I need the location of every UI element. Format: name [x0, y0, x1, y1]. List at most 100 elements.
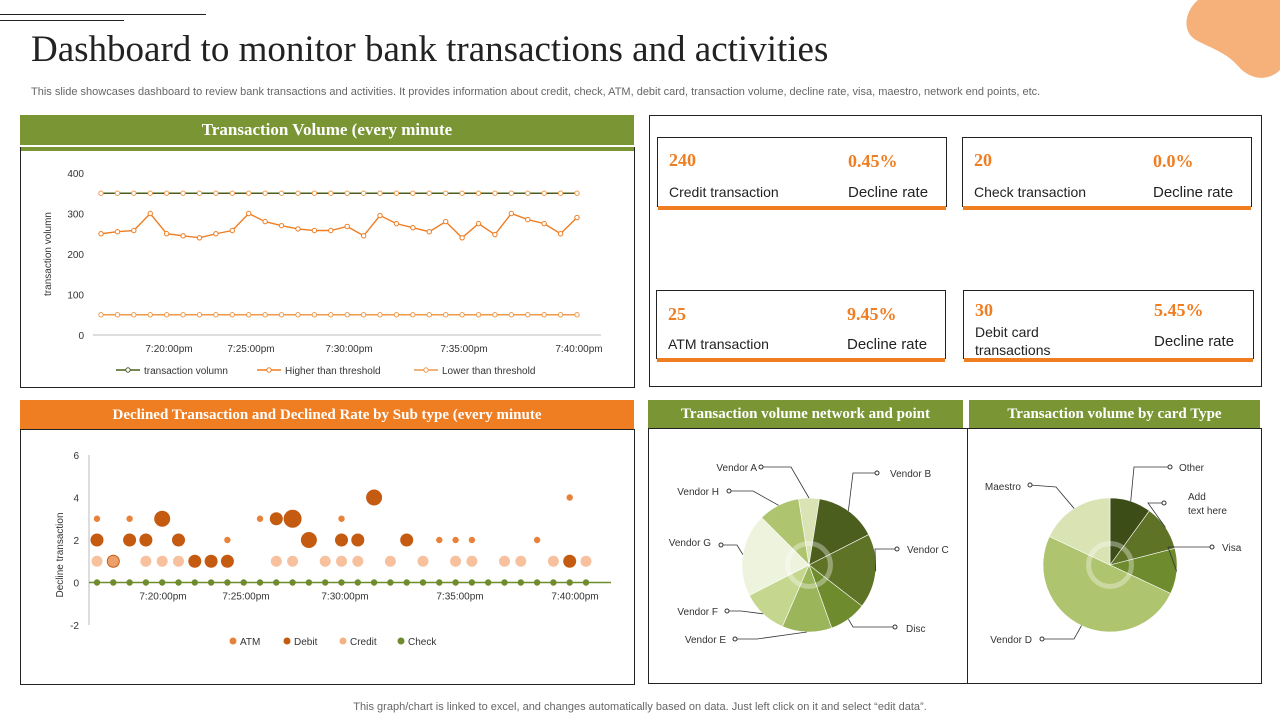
- data-point: [213, 312, 219, 318]
- data-point: [459, 235, 465, 241]
- pie-label: Vendor C: [907, 545, 949, 556]
- data-point-check: [191, 579, 198, 586]
- y-tick-label: 4: [73, 494, 79, 505]
- kpi-rate: 9.45%: [847, 304, 897, 324]
- network-pie-chart[interactable]: Vendor A Vendor B Vendor C Disc Vendor E Vend…: [649, 429, 967, 683]
- pie-slice-vendor-g: [741, 517, 810, 596]
- data-point: [114, 190, 121, 196]
- pie-label: Vendor F: [677, 607, 718, 618]
- data-point-atm: [452, 536, 459, 544]
- data-point: [574, 190, 580, 196]
- decorative-blob: [1186, 0, 1280, 78]
- y-tick-label: 0: [78, 331, 84, 342]
- x-tick-label: 7:20:00pm: [139, 592, 186, 603]
- data-point: [525, 216, 531, 223]
- data-point-credit: [417, 555, 429, 567]
- data-point: [459, 190, 465, 196]
- data-point-atm: [338, 515, 345, 522]
- declined-transaction-scatter-chart[interactable]: -2 0 2 4 6 7:20:00pm 7:25:00pm 7:30:00pm 7:35:00…: [21, 430, 634, 684]
- data-point: [98, 312, 104, 318]
- y-tick-label: 6: [73, 451, 79, 462]
- data-point: [508, 210, 515, 217]
- data-point-check: [240, 579, 247, 586]
- data-point-check: [468, 579, 476, 586]
- y-tick-label: 100: [67, 291, 84, 302]
- data-point: [492, 190, 498, 196]
- data-point: [393, 190, 400, 196]
- pie-label: Vendor G: [669, 538, 711, 549]
- card-panel-header: Transaction volume by card Type: [969, 400, 1260, 428]
- data-point: [262, 190, 268, 196]
- data-point: [278, 222, 285, 229]
- leader-dot: [726, 488, 732, 494]
- card-type-pie-chart[interactable]: Other Add text here Visa Vendor D Maestro: [968, 429, 1262, 683]
- pie-charts-panel: Vendor A Vendor B Vendor C Disc Vendor E Vend…: [648, 428, 1262, 684]
- data-point: [377, 212, 383, 219]
- network-panel-header: Transaction volume network and point: [648, 400, 963, 428]
- data-point-check: [256, 579, 264, 586]
- data-point-credit: [580, 555, 592, 567]
- data-point-credit: [156, 555, 168, 567]
- declined-chart-panel[interactable]: -2 0 2 4 6 7:20:00pm 7:25:00pm 7:30:00pm 7:35:00…: [20, 429, 635, 685]
- data-point: [147, 190, 153, 196]
- data-point: [229, 190, 236, 196]
- data-point: [508, 312, 515, 318]
- data-point: [311, 312, 318, 318]
- leader-line: [1147, 502, 1166, 528]
- data-point: [328, 312, 334, 318]
- data-point: [114, 229, 121, 235]
- legend-marker: [229, 637, 237, 645]
- declined-panel-header: Declined Transaction and Declined Rate b…: [20, 400, 634, 430]
- page-title: Dashboard to monitor bank transactions a…: [31, 29, 829, 70]
- pie-label: Visa: [1222, 543, 1242, 554]
- data-point-check: [485, 579, 492, 586]
- data-point-check: [159, 579, 166, 586]
- kpi-card-credit[interactable]: 240 Credit transaction 0.45% Decline rat…: [657, 137, 947, 210]
- kpi-card-atm[interactable]: 25 ATM transaction 9.45% Decline rate: [656, 290, 946, 362]
- transaction-volume-line-chart[interactable]: 0 100 200 300 400 7:20:00pm 7:25:00pm 7:30:00pm…: [21, 148, 634, 387]
- data-point: [360, 312, 367, 318]
- data-point: [557, 312, 564, 318]
- legend-marker: [125, 367, 131, 373]
- data-point-atm: [566, 494, 573, 501]
- kpi-card-check[interactable]: 20 Check transaction 0.0% Decline rate: [962, 137, 1252, 210]
- leader-line: [874, 548, 897, 572]
- data-point-check: [289, 579, 296, 586]
- legend-label: Debit: [294, 637, 318, 648]
- data-point: [377, 312, 383, 318]
- data-point: [557, 190, 564, 196]
- x-tick-label: 7:40:00pm: [551, 592, 598, 603]
- y-tick-label: 200: [67, 250, 84, 261]
- legend-marker: [397, 637, 405, 645]
- pie-slice-vendor-h: [761, 498, 810, 566]
- page-subtitle: This slide showcases dashboard to review…: [31, 86, 1041, 98]
- data-point-check: [582, 579, 590, 586]
- data-point-check: [110, 579, 117, 586]
- data-point: [131, 190, 137, 196]
- data-point-check: [452, 579, 459, 586]
- data-point-check: [566, 579, 573, 586]
- data-point-check: [207, 579, 215, 586]
- kpi-label: ATM transaction: [668, 336, 769, 352]
- data-point-atm: [126, 515, 133, 522]
- y-axis-title: Decline transaction: [55, 512, 66, 597]
- decorative-line: [0, 14, 206, 15]
- data-point-atm: [224, 536, 231, 544]
- kpi-rate: 5.45%: [1154, 300, 1204, 320]
- data-point-debit: [300, 532, 317, 548]
- data-point-atm: [533, 536, 541, 544]
- pie-label: Vendor D: [990, 635, 1032, 646]
- volume-chart-panel[interactable]: 0 100 200 300 400 7:20:00pm 7:25:00pm 7:30:00pm…: [20, 147, 635, 388]
- data-point-atm: [93, 515, 101, 522]
- kpi-card-debit[interactable]: 30 Debit card transactions 5.45% Decline…: [963, 290, 1254, 362]
- leader-dot: [758, 464, 764, 470]
- legend-label: ATM: [240, 637, 260, 648]
- data-point: [295, 190, 301, 196]
- data-point: [442, 312, 449, 318]
- data-point: [196, 235, 203, 241]
- data-point: [541, 312, 547, 318]
- data-point: [311, 227, 318, 234]
- kpi-value: 25: [668, 304, 686, 324]
- data-point-check: [224, 579, 231, 586]
- x-tick-label: 7:30:00pm: [321, 592, 368, 603]
